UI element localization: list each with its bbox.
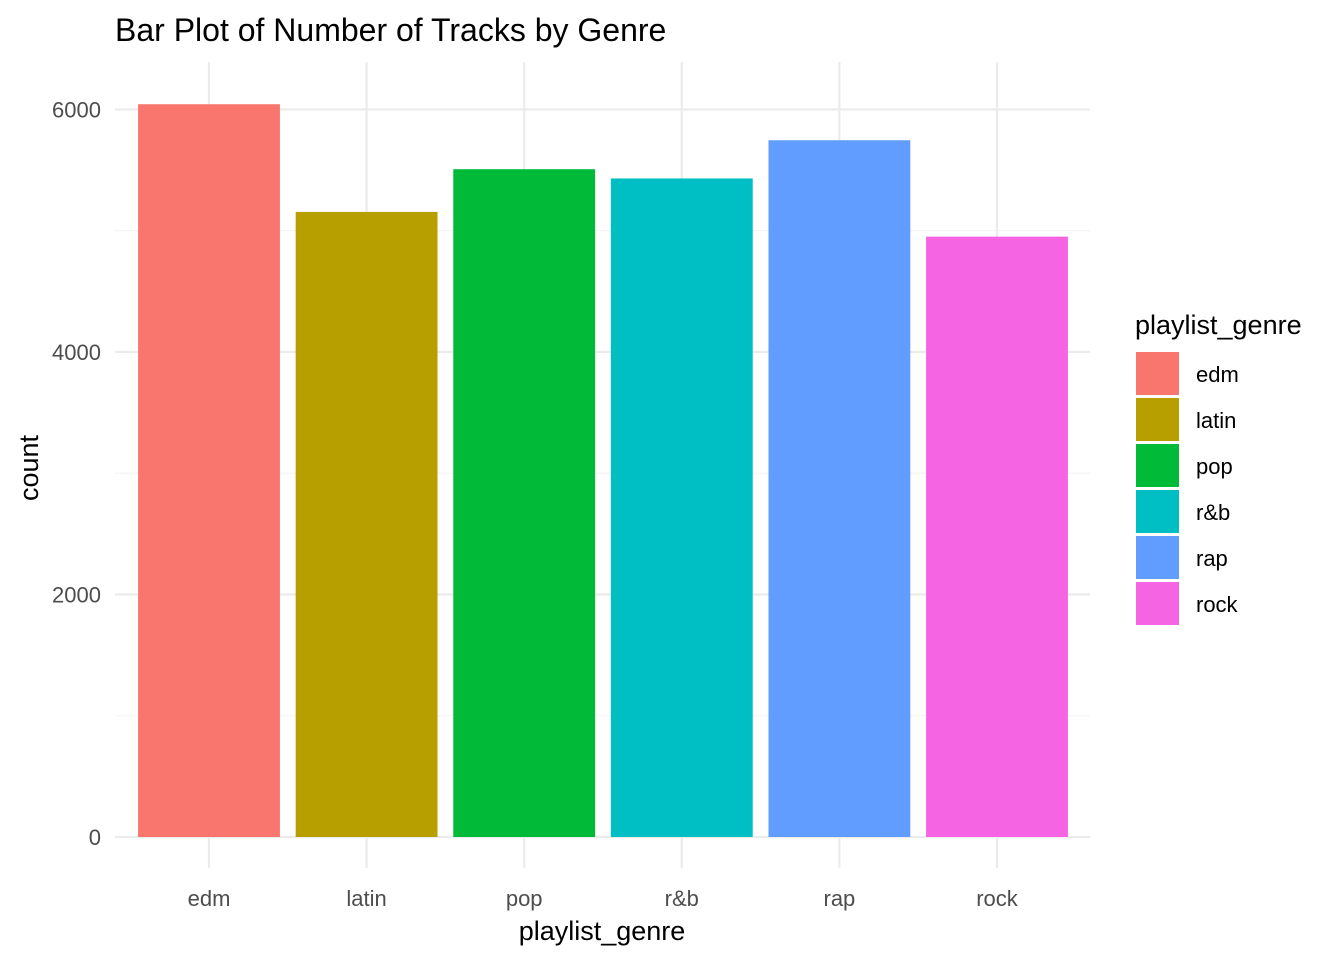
- x-tick-label: r&b: [665, 886, 699, 911]
- bar-rb: [610, 178, 753, 837]
- legend-title: playlist_genre: [1135, 310, 1302, 340]
- y-tick-label: 4000: [52, 340, 101, 365]
- x-tick-label: pop: [506, 886, 543, 911]
- x-axis-ticks: edm latin pop r&b rap rock: [188, 886, 1019, 911]
- y-tick-label: 0: [89, 825, 101, 850]
- y-axis-ticks: 0 2000 4000 6000: [52, 97, 101, 850]
- legend-label: latin: [1196, 408, 1236, 433]
- bars: [138, 104, 1068, 838]
- legend-label: edm: [1196, 362, 1239, 387]
- y-axis-title: count: [14, 434, 44, 501]
- legend-swatch: [1136, 398, 1179, 441]
- bar-edm: [138, 104, 280, 838]
- bar-rap: [768, 140, 911, 837]
- legend-swatch: [1136, 444, 1179, 487]
- legend-swatch: [1136, 536, 1179, 579]
- bar-rock: [926, 236, 1068, 837]
- bar-latin: [295, 211, 438, 837]
- chart-title: Bar Plot of Number of Tracks by Genre: [115, 12, 666, 48]
- legend-label: pop: [1196, 454, 1233, 479]
- y-tick-label: 2000: [52, 582, 101, 607]
- bar-pop: [453, 169, 596, 837]
- x-tick-label: latin: [346, 886, 386, 911]
- x-tick-label: edm: [188, 886, 231, 911]
- x-tick-label: rap: [824, 886, 856, 911]
- legend-swatch: [1136, 352, 1179, 395]
- y-tick-label: 6000: [52, 97, 101, 122]
- legend: playlist_genre edm latin pop r&b rap rock: [1135, 310, 1302, 625]
- x-axis-title: playlist_genre: [519, 916, 686, 946]
- legend-label: r&b: [1196, 500, 1230, 525]
- legend-label: rap: [1196, 546, 1228, 571]
- legend-swatch: [1136, 582, 1179, 625]
- legend-label: rock: [1196, 592, 1239, 617]
- x-tick-label: rock: [976, 886, 1019, 911]
- legend-swatch: [1136, 490, 1179, 533]
